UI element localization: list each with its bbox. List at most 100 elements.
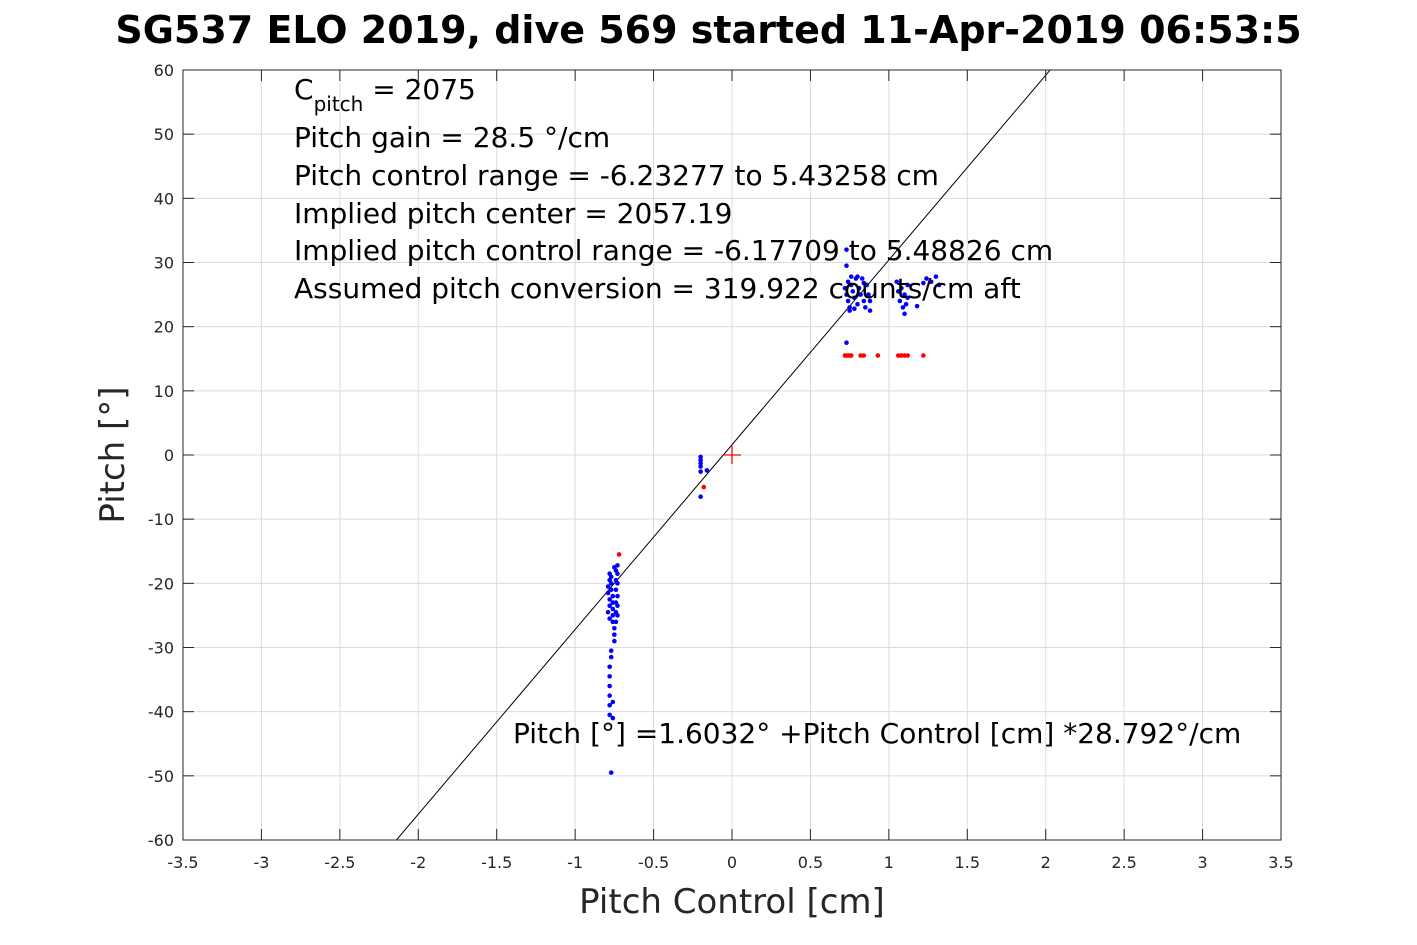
x-tick-labels: -3.5 -3 -2.5 -2 -1.5 -1 -0.5 0 0.5 1 1.5 2 2.5 3 3.5 (167, 853, 1293, 872)
used-data-point (612, 638, 617, 644)
annotation-c-pitch: Cpitch = 2075 (294, 73, 476, 116)
used-data-point (608, 770, 614, 775)
used-data-point (859, 276, 865, 281)
used-data-point (900, 305, 906, 310)
excluded-data-point (921, 353, 926, 358)
used-data-point (612, 625, 617, 631)
used-data-point (610, 699, 616, 705)
y-tick-label: 30 (154, 254, 174, 273)
axis-ticks (182, 69, 1282, 841)
used-data-point (607, 603, 612, 609)
x-tick-label: 0.5 (798, 853, 823, 872)
used-data-point (610, 613, 616, 618)
y-tick-label: -40 (148, 703, 174, 722)
used-data-point (704, 468, 710, 473)
used-data-point (902, 311, 907, 317)
used-data-point (607, 702, 612, 708)
used-data-point (914, 303, 920, 309)
used-data-point (610, 715, 616, 721)
used-data-point (861, 280, 867, 286)
x-tick-label: -3 (253, 853, 269, 872)
y-tick-label: -20 (148, 574, 174, 593)
used-data-point (698, 469, 703, 474)
used-data-point (612, 632, 617, 637)
y-tick-label: 50 (154, 125, 174, 144)
x-tick-label: -1 (567, 853, 583, 872)
used-data-point (848, 282, 854, 288)
used-data-point (605, 609, 611, 615)
used-data-point (607, 664, 612, 670)
used-data-point (921, 280, 926, 286)
used-data-point (842, 285, 848, 291)
used-data-point (845, 279, 851, 285)
c-pitch-value: = 2075 (363, 73, 476, 106)
used-data-point (855, 274, 860, 279)
used-data-point (605, 584, 611, 589)
used-data-point (608, 574, 614, 580)
x-tick-label: 2 (1041, 853, 1051, 872)
annotation-pitch-control-range: Pitch control range = -6.23277 to 5.4325… (294, 159, 939, 192)
used-data-point (845, 298, 851, 304)
y-tick-label: 60 (154, 61, 174, 80)
y-tick-label: -60 (148, 831, 174, 850)
used-data-point (847, 308, 852, 313)
used-data-point (607, 674, 612, 679)
x-tick-label: -3.5 (167, 853, 198, 872)
used-data-point (928, 279, 934, 285)
used-data-point (866, 292, 871, 297)
center-marker-group (723, 446, 741, 464)
scatter-points (605, 247, 942, 775)
used-data-point (899, 285, 904, 291)
y-tick-label: -10 (148, 510, 174, 529)
y-tick-label: 10 (154, 382, 174, 401)
x-tick-label: 3.5 (1268, 853, 1293, 872)
x-tick-label: 1.5 (955, 853, 980, 872)
used-data-point (608, 581, 614, 586)
used-data-point (844, 263, 849, 269)
used-data-point (844, 247, 849, 252)
used-data-point (610, 606, 616, 612)
fit-line-group (395, 70, 1051, 840)
used-data-point (894, 279, 899, 285)
used-data-point (607, 683, 612, 689)
excluded-data-point (905, 353, 910, 358)
c-pitch-symbol: C (294, 73, 314, 106)
used-data-point (863, 305, 868, 310)
fit-equation-label: Pitch [°] =1.6032° +Pitch Control [cm] *… (513, 717, 1241, 750)
excluded-data-point (861, 353, 867, 358)
used-data-point (902, 292, 907, 297)
used-data-point (905, 295, 910, 301)
used-data-point (698, 464, 703, 469)
used-data-point (615, 603, 620, 609)
used-data-point (615, 613, 620, 618)
x-axis-label: Pitch Control [cm] (579, 882, 885, 922)
used-data-point (698, 494, 703, 500)
used-data-point (615, 593, 620, 599)
x-tick-label: 1 (884, 853, 894, 872)
used-data-point (698, 461, 703, 466)
annotation-block: Cpitch = 2075 Pitch gain = 28.5 °/cm Pit… (294, 73, 1053, 305)
used-data-point (615, 563, 620, 568)
y-tick-label: 40 (154, 189, 174, 208)
used-data-point (855, 301, 860, 307)
used-data-point (608, 654, 614, 660)
x-tick-label: -0.5 (638, 853, 669, 872)
x-tick-label: -2 (410, 853, 426, 872)
x-tick-label: 2.5 (1111, 853, 1136, 872)
x-tick-label: -1.5 (481, 853, 512, 872)
used-data-point (608, 587, 614, 593)
used-data-point (924, 276, 929, 281)
chart-title: SG537 ELO 2019, dive 569 started 11-Apr-… (115, 8, 1302, 52)
annotation-assumed-pitch-conversion: Assumed pitch conversion = 319.922 count… (294, 272, 1021, 305)
y-tick-label: 0 (164, 446, 174, 465)
used-data-point (933, 274, 939, 279)
y-tick-label: -30 (148, 639, 174, 658)
excluded-data-point (875, 353, 881, 358)
used-data-point (607, 597, 612, 602)
used-data-point (607, 712, 612, 718)
used-data-point (895, 289, 901, 294)
x-tick-label: 0 (727, 853, 737, 872)
used-data-point (850, 289, 856, 294)
annotation-pitch-gain: Pitch gain = 28.5 °/cm (294, 121, 610, 154)
